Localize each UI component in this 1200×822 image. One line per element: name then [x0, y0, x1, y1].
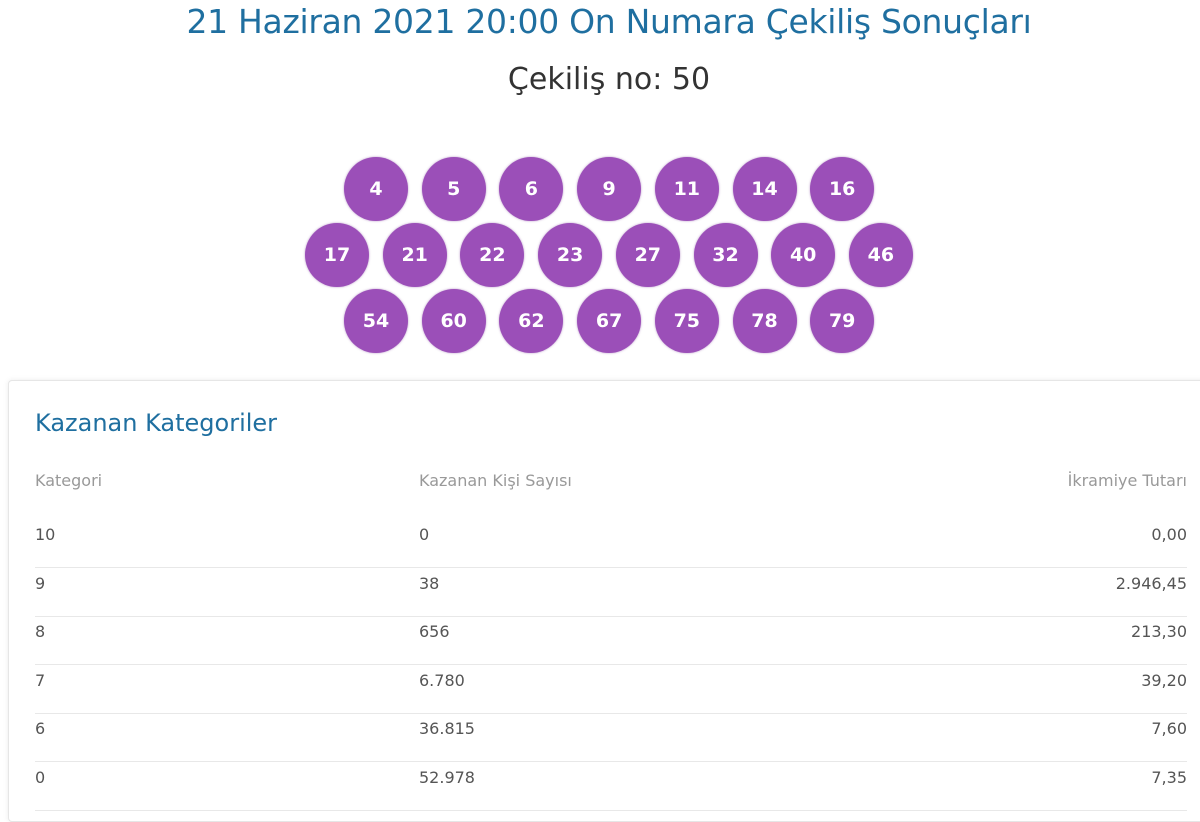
- prize-amount-cell: 7,35: [1151, 768, 1187, 787]
- column-header-prize: İkramiye Tutarı: [1067, 471, 1187, 490]
- page-title: 21 Haziran 2021 20:00 On Numara Çekiliş …: [186, 2, 1032, 41]
- number-ball: 75: [654, 289, 719, 353]
- number-ball: 23: [538, 223, 603, 287]
- number-ball: 78: [732, 289, 797, 353]
- category-cell: 8: [35, 622, 46, 642]
- column-header-winners: Kazanan Kişi Sayısı: [419, 471, 572, 490]
- category-cell: 7: [35, 670, 46, 690]
- card-title: Kazanan Kategoriler: [35, 409, 278, 437]
- number-ball: 11: [654, 157, 719, 221]
- number-ball: 60: [421, 289, 486, 353]
- category-cell: 0: [35, 768, 46, 787]
- number-ball: 6: [499, 157, 564, 221]
- table-row: 7 6.780 39,20: [35, 665, 1187, 714]
- number-ball: 4: [344, 157, 408, 221]
- number-ball: 17: [305, 223, 369, 287]
- column-header-category: Kategori: [35, 471, 103, 490]
- winning-numbers: 4 5 6 9 11 14 16 17 21 22 23 27 32 40 46 54 60 62 67 75 78 79: [0, 0, 1200, 370]
- winner-count-cell: 52.978: [419, 768, 475, 787]
- category-cell: 10: [35, 525, 56, 544]
- number-ball: 62: [499, 289, 564, 353]
- winner-count-cell: 36.815: [419, 719, 475, 739]
- prize-amount-cell: 7,60: [1151, 719, 1187, 739]
- draw-number: Çekiliş no: 50: [507, 62, 711, 97]
- number-ball: 5: [421, 157, 486, 221]
- number-ball: 14: [732, 157, 797, 221]
- table-row: 8 656 213,30: [35, 616, 1187, 666]
- prize-amount-cell: 2.946,45: [1115, 573, 1187, 593]
- prize-amount-cell: 0,00: [1151, 525, 1187, 544]
- winner-count-cell: 38: [419, 573, 440, 593]
- number-ball: 27: [615, 223, 680, 287]
- winner-count-cell: 0: [419, 525, 430, 544]
- category-cell: 6: [35, 719, 46, 739]
- winner-count-cell: 656: [419, 622, 450, 642]
- table-row: 9 38 2.946,45: [35, 568, 1187, 617]
- number-ball: 16: [810, 157, 875, 221]
- winning-categories-card: Kazanan Kategoriler Kategori Kazanan Kiş…: [8, 380, 1200, 822]
- table-row: 0 52.978 7,35: [35, 762, 1187, 811]
- prize-amount-cell: 39,20: [1141, 670, 1187, 690]
- number-ball: 40: [771, 223, 836, 287]
- category-cell: 9: [35, 573, 46, 593]
- winner-count-cell: 6.780: [419, 670, 465, 690]
- number-ball: 9: [577, 157, 642, 221]
- number-ball: 21: [382, 223, 447, 287]
- number-ball: 54: [344, 289, 408, 353]
- table-row: 10 0 0,00: [35, 519, 1187, 568]
- table-header: Kategori Kazanan Kişi Sayısı İkramiye Tu…: [35, 465, 1187, 513]
- number-ball: 79: [810, 289, 875, 353]
- number-ball: 67: [577, 289, 642, 353]
- number-ball: 46: [848, 223, 913, 287]
- number-ball: 22: [460, 223, 525, 287]
- table-row: 6 36.815 7,60: [35, 713, 1187, 763]
- prize-amount-cell: 213,30: [1131, 622, 1187, 642]
- number-ball: 32: [693, 223, 758, 287]
